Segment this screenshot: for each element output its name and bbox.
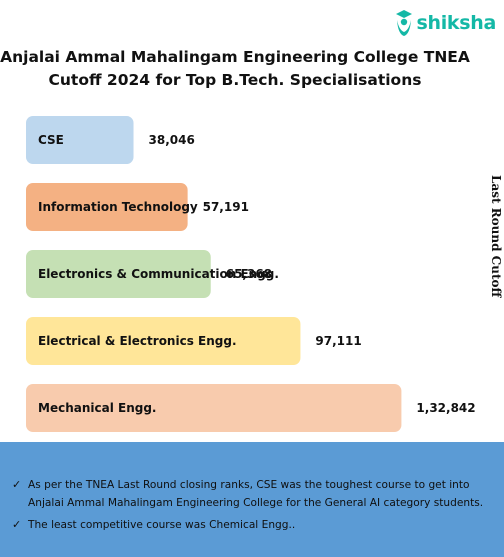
note-text: As per the TNEA Last Round closing ranks… — [28, 479, 484, 509]
bar-3 — [26, 250, 211, 298]
value-label-2: 57,191 — [203, 200, 249, 214]
bar-label-5: Mechanical Engg. — [38, 401, 156, 415]
bar-label-1: CSE — [38, 133, 64, 147]
value-label-5: 1,32,842 — [416, 401, 475, 415]
bar-label-3: Electronics & Communication Engg. — [38, 267, 279, 281]
bar-label-4: Electrical & Electronics Engg. — [38, 334, 237, 348]
check-icon: ✓ — [12, 478, 22, 491]
value-label-4: 97,111 — [315, 334, 361, 348]
notes-list: ✓ As per the TNEA Last Round closing rank… — [0, 442, 504, 534]
bar-4 — [26, 317, 301, 365]
bar-label-2: Information Technology — [38, 200, 198, 214]
value-label-3: 65,368 — [226, 267, 272, 281]
brand-name: shiksha — [416, 12, 496, 34]
bar-2 — [26, 183, 188, 231]
chart-title-line-2: Cutoff 2024 for Top B.Tech. Specialisati… — [48, 71, 422, 89]
chart-title-line-1: Anjalai Ammal Mahalingam Engineering Col… — [0, 48, 470, 66]
bar-5 — [26, 384, 402, 432]
bar-1 — [26, 116, 134, 164]
notes-panel: ✓ As per the TNEA Last Round closing rank… — [0, 442, 504, 557]
note-item: ✓ The least competitive course was Chemic… — [12, 516, 494, 534]
chart-title: Anjalai Ammal Mahalingam Engineering Col… — [0, 46, 470, 92]
y-axis-label: Last Round Cutoff — [489, 175, 503, 298]
graduate-icon — [396, 10, 413, 36]
check-icon: ✓ — [12, 518, 22, 531]
bar-chart: CSE 38,046 Information Technology 57,191 Ele… — [26, 116, 476, 432]
brand-logo: shiksha — [394, 6, 496, 40]
value-label-1: 38,046 — [149, 133, 195, 147]
note-text: The least competitive course was Chemica… — [28, 519, 296, 531]
note-item: ✓ As per the TNEA Last Round closing rank… — [12, 476, 494, 512]
